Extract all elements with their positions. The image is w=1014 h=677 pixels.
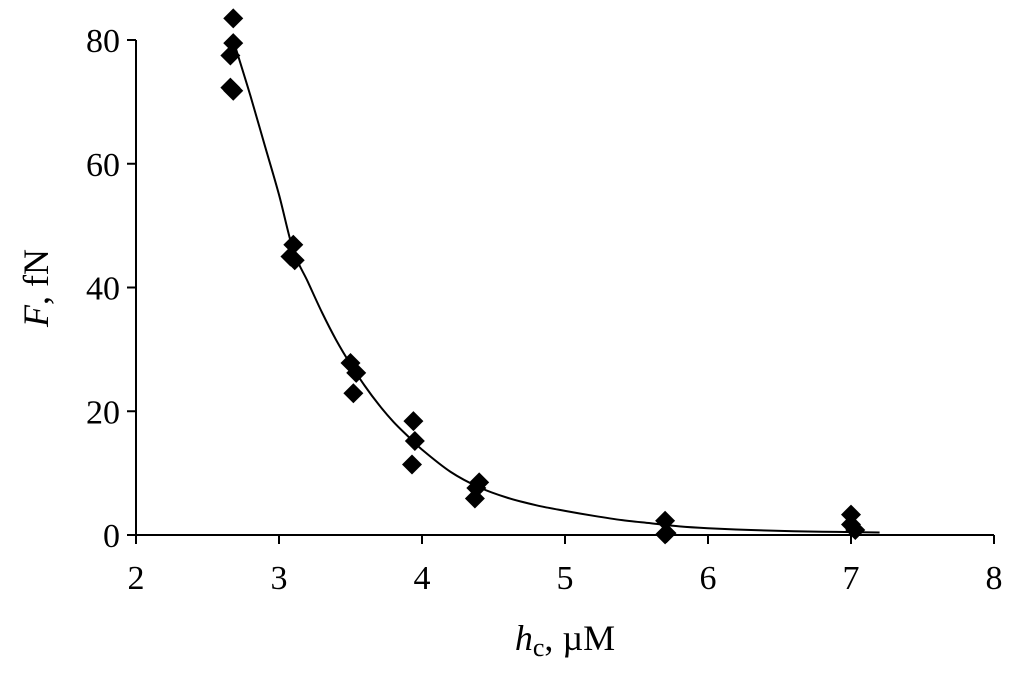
x-tick-label: 2 xyxy=(128,560,145,597)
data-point xyxy=(404,430,425,451)
x-tick-label: 3 xyxy=(271,560,288,597)
x-ticks: 2 3 4 5 6 7 8 xyxy=(128,535,1003,597)
x-axis-title: hc, µM xyxy=(515,618,615,662)
y-tick-label: 80 xyxy=(86,23,120,60)
data-point xyxy=(655,524,676,545)
data-points xyxy=(220,8,866,545)
y-axis-title: F, fN xyxy=(16,249,56,328)
data-point xyxy=(223,8,244,29)
x-tick-label: 6 xyxy=(700,560,717,597)
data-point xyxy=(343,383,364,404)
data-point xyxy=(845,520,866,541)
y-tick-label: 60 xyxy=(86,147,120,184)
y-tick-label: 20 xyxy=(86,394,120,431)
y-tick-label: 40 xyxy=(86,271,120,308)
axes xyxy=(135,40,994,536)
data-point xyxy=(403,411,424,432)
data-point xyxy=(655,510,676,531)
data-point xyxy=(220,45,241,66)
x-tick-label: 7 xyxy=(843,560,860,597)
x-tick-label: 5 xyxy=(557,560,574,597)
y-axis-title-main: F xyxy=(16,304,56,328)
x-axis-title-main: h xyxy=(515,618,533,658)
x-axis-title-subscript: c xyxy=(533,633,545,662)
data-point xyxy=(401,454,422,475)
x-tick-label: 4 xyxy=(414,560,431,597)
data-point xyxy=(284,250,305,271)
y-tick-label: 0 xyxy=(103,518,120,555)
x-tick-label: 8 xyxy=(986,560,1003,597)
data-point xyxy=(346,362,367,383)
fit-curve xyxy=(235,48,880,534)
y-axis-title-unit: , fN xyxy=(16,249,56,305)
x-axis-title-unit: , µM xyxy=(544,618,615,658)
data-point xyxy=(223,80,244,101)
data-point xyxy=(464,488,485,509)
y-ticks: 0 20 40 60 80 xyxy=(86,23,136,555)
